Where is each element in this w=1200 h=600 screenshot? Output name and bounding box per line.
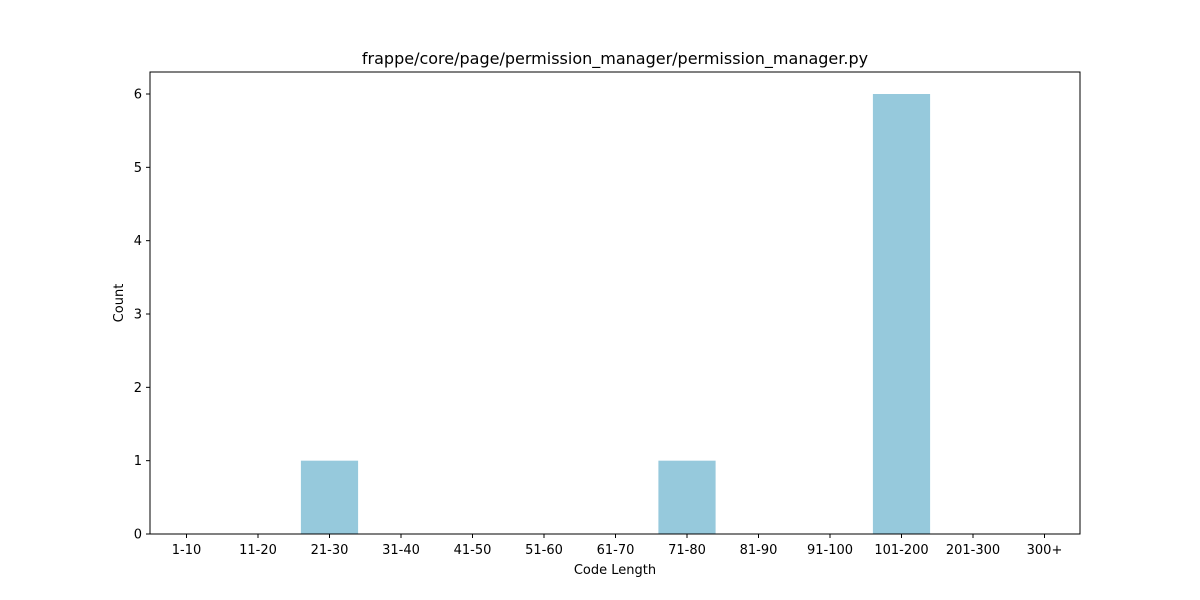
- y-axis-title: Count: [112, 284, 127, 323]
- y-tick-label: 6: [134, 88, 142, 103]
- y-tick-label: 0: [134, 528, 142, 543]
- x-tick-label: 31-40: [382, 543, 420, 558]
- y-tick-label: 5: [134, 161, 142, 176]
- bar-21-30: [300, 460, 359, 534]
- x-axis-title: Code Length: [574, 563, 656, 578]
- x-tick-label: 21-30: [311, 543, 349, 558]
- x-tick-label: 101-200: [874, 543, 928, 558]
- y-axis: 0 1 2 3 4 5 6: [134, 88, 150, 543]
- x-tick-label: 61-70: [597, 543, 635, 558]
- x-tick-label: 81-90: [740, 543, 778, 558]
- y-tick-label: 2: [134, 381, 142, 396]
- x-tick-label: 11-20: [239, 543, 277, 558]
- chart-title: frappe/core/page/permission_manager/perm…: [362, 49, 868, 69]
- y-tick-label: 4: [134, 234, 142, 249]
- y-tick-label: 1: [134, 454, 142, 469]
- x-tick-label: 71-80: [668, 543, 706, 558]
- bars-group: [300, 94, 931, 534]
- x-tick-label: 51-60: [525, 543, 563, 558]
- bar-71-80: [658, 460, 716, 534]
- x-axis: 1-10 11-20 21-30 31-40 41-50 51-60 61-70 71-80 8…: [172, 534, 1063, 558]
- bar-101-200: [872, 94, 931, 534]
- x-tick-label: 1-10: [172, 543, 202, 558]
- x-tick-label: 41-50: [454, 543, 492, 558]
- y-tick-label: 3: [134, 308, 142, 323]
- x-tick-label: 201-300: [946, 543, 1000, 558]
- plot-frame: [149, 71, 1081, 535]
- x-tick-label: 91-100: [807, 543, 853, 558]
- x-tick-label: 300+: [1027, 543, 1063, 558]
